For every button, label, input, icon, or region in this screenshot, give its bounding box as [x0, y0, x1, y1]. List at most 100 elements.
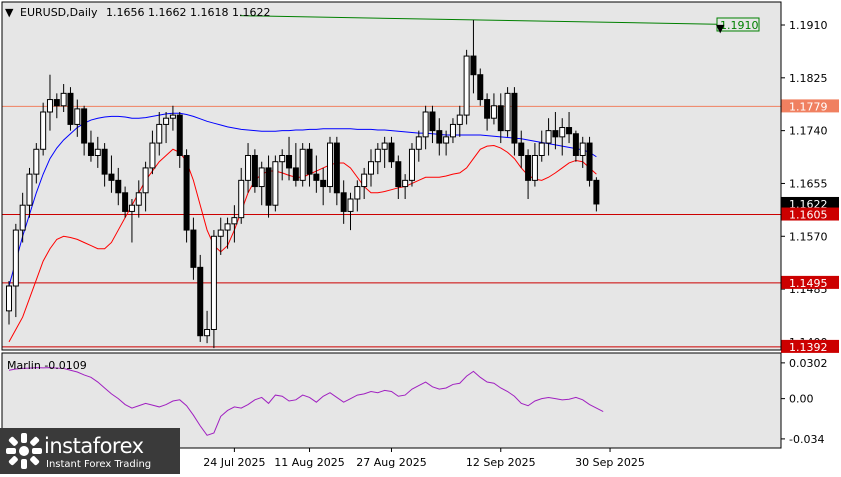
y-tick-label: 1.1655	[789, 177, 828, 190]
candle	[518, 130, 525, 168]
candle-body	[115, 179, 122, 194]
candle-body	[436, 130, 443, 144]
candle-body	[142, 167, 149, 194]
candle-body	[19, 204, 26, 231]
instaforex-logo: instaforex Instant Forex Trading	[0, 428, 180, 474]
candle-body	[361, 173, 368, 188]
level-price-label: 1.1495	[789, 277, 828, 290]
candle	[320, 167, 327, 206]
candle	[272, 155, 279, 212]
candle	[286, 136, 293, 181]
candle-body	[12, 229, 19, 287]
candle-body	[347, 198, 354, 212]
candle-body	[388, 142, 395, 163]
candle	[33, 143, 40, 184]
candle	[135, 180, 142, 218]
green-price-label: 1.1910	[720, 19, 759, 32]
candle-body	[518, 142, 525, 156]
candle	[340, 180, 347, 224]
candle-body	[81, 108, 88, 144]
candle	[19, 192, 26, 243]
x-tick-label: 12 Sep 2025	[466, 456, 536, 469]
candle	[26, 167, 33, 218]
candle-body	[354, 186, 361, 200]
indicator-label: Marlin -0.0109	[7, 359, 87, 372]
y-tick-label: 1.1825	[789, 72, 828, 85]
candle	[128, 198, 135, 243]
candle	[408, 143, 415, 187]
candle-body	[94, 148, 101, 156]
candle	[53, 93, 60, 119]
marlin-line	[8, 367, 604, 436]
candle	[381, 136, 388, 168]
candle	[593, 177, 600, 212]
candle	[279, 149, 286, 181]
candle-body	[176, 114, 183, 156]
candle	[204, 310, 211, 344]
blue-ma-line	[8, 112, 597, 287]
candle-body	[531, 154, 538, 181]
candle	[511, 87, 518, 156]
candle	[81, 105, 88, 156]
candle	[354, 180, 361, 212]
candle	[265, 155, 272, 218]
candle-body	[559, 127, 566, 138]
candle-body	[258, 167, 265, 188]
level-price-label: 1.1392	[789, 341, 828, 354]
candle-body	[313, 173, 320, 181]
candle-body	[33, 148, 40, 175]
candle	[388, 136, 395, 168]
candle-body	[238, 179, 245, 219]
candle	[374, 143, 381, 175]
candle	[169, 105, 176, 131]
brand-tagline: Instant Forex Trading	[46, 459, 152, 470]
candle	[586, 136, 593, 187]
candle-body	[74, 108, 81, 125]
candle-body	[306, 148, 313, 175]
candle	[402, 174, 409, 199]
candle	[497, 93, 504, 144]
level-price-label: 1.1605	[789, 209, 828, 222]
candle-body	[320, 179, 327, 188]
candle	[361, 167, 368, 199]
candle	[299, 143, 306, 187]
level-price-tag	[781, 339, 839, 353]
candle-body	[292, 167, 299, 181]
candle-body	[6, 285, 12, 312]
candle	[525, 149, 532, 199]
candle-body	[265, 167, 272, 206]
candle	[197, 254, 204, 342]
price-axis-ticks: 1.19101.18251.17401.16551.15701.14851.14…	[781, 19, 828, 349]
candle-body	[53, 99, 60, 107]
indicator-axis-ticks: 0.0302 0.00 -0.034	[781, 357, 828, 446]
candle-body	[204, 328, 211, 337]
candle	[545, 118, 552, 156]
candle-body	[415, 136, 422, 150]
y-tick-label: 1.1910	[789, 19, 828, 32]
candle-body	[169, 114, 176, 119]
candle-body	[67, 92, 74, 125]
candle-body	[149, 142, 156, 169]
main-pane[interactable]	[2, 2, 781, 350]
candle	[101, 143, 108, 187]
x-tick-label: 11 Aug 2025	[274, 456, 344, 469]
candle	[436, 118, 443, 156]
candle-body	[210, 235, 217, 330]
ind-tick-label: 0.00	[789, 393, 814, 406]
candle	[538, 130, 545, 162]
candle-body	[593, 179, 600, 205]
candle	[552, 111, 559, 150]
candle-body	[26, 173, 33, 206]
candle-body	[367, 161, 374, 175]
candle	[327, 136, 334, 193]
candle-body	[272, 161, 279, 206]
candle-body	[566, 127, 573, 135]
y-tick-label: 1.1570	[789, 230, 828, 243]
candle-body	[490, 105, 497, 119]
candle-body	[108, 173, 115, 181]
x-tick-label: 27 Aug 2025	[356, 456, 426, 469]
candle	[190, 217, 197, 280]
candle-body	[470, 55, 477, 76]
